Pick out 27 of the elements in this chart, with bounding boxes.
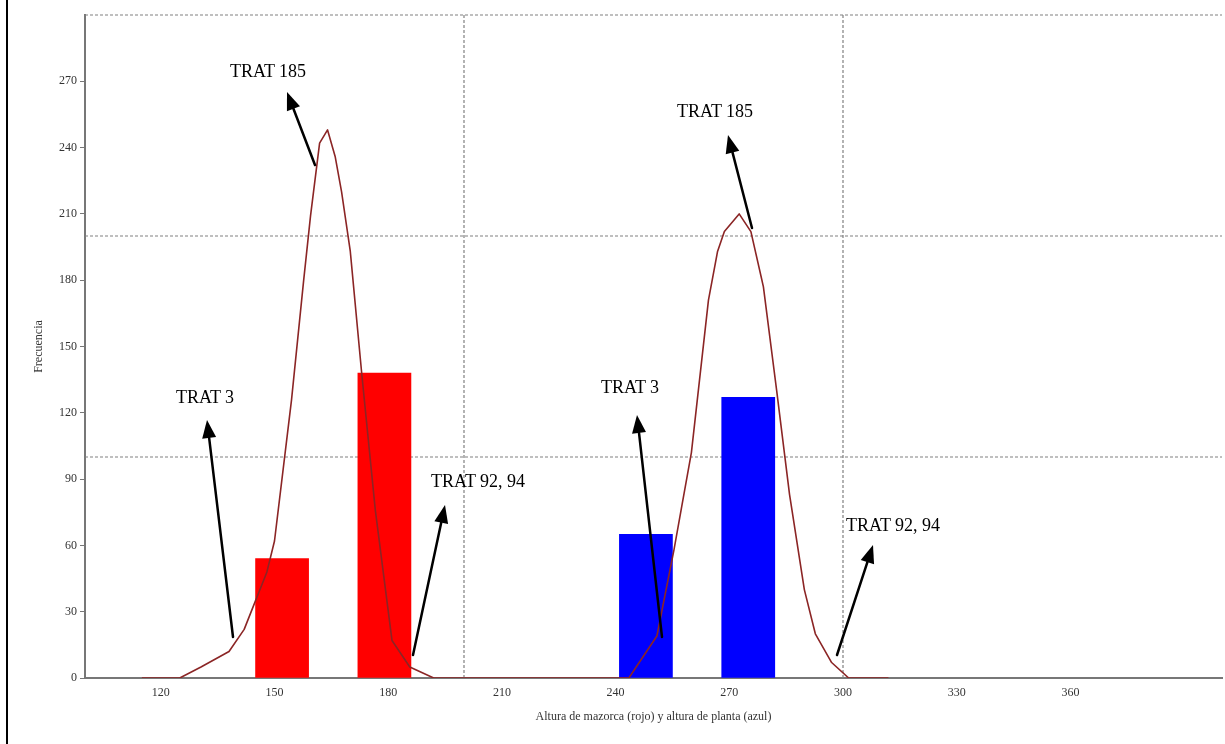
x-tick-label: 150 (265, 685, 284, 700)
y-tick-label: 150 (59, 338, 77, 353)
annotation: TRAT 92, 94 (845, 514, 941, 535)
y-tick-label: 270 (59, 73, 77, 88)
annotation: TRAT 185 (229, 60, 307, 81)
x-tick-label: 330 (947, 685, 966, 700)
annotation: TRAT 185 (676, 100, 754, 121)
y-tick-label: 60 (65, 537, 77, 552)
y-tick-label: 120 (59, 404, 77, 419)
y-tick-label: 90 (65, 471, 77, 486)
x-tick-label: 120 (151, 685, 170, 700)
x-tick-label: 270 (720, 685, 739, 700)
x-tick-label: 180 (379, 685, 398, 700)
y-tick-label: 0 (71, 670, 77, 685)
y-tick-label: 240 (59, 139, 77, 154)
x-tick-label: 210 (492, 685, 511, 700)
x-tick-label: 240 (606, 685, 625, 700)
y-axis-title: Frecuencia (31, 319, 46, 373)
annotation: TRAT 3 (175, 386, 235, 407)
x-tick-label: 360 (1061, 685, 1080, 700)
x-axis-title: Altura de mazorca (rojo) y altura de planta (azul) (535, 708, 772, 723)
y-tick-label: 30 (65, 603, 77, 618)
x-tick-label: 300 (834, 685, 852, 700)
annotation: TRAT 92, 94 (430, 470, 526, 491)
y-tick-label: 210 (59, 206, 77, 221)
annotation: TRAT 3 (600, 376, 660, 397)
y-tick-label: 180 (59, 272, 77, 287)
